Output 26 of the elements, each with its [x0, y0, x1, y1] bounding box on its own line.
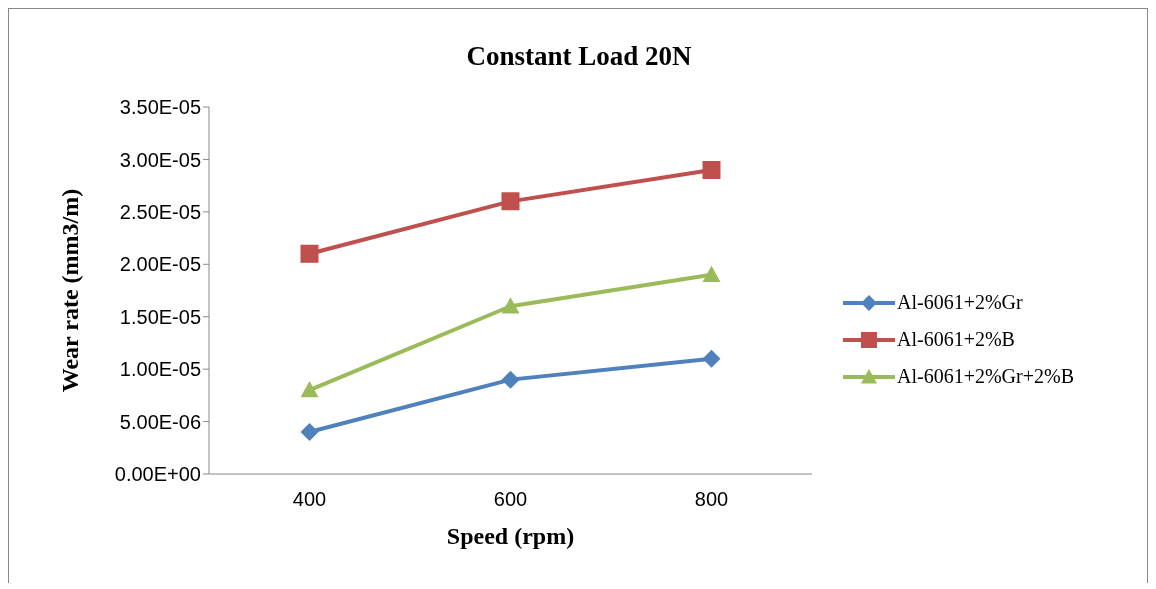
x-tick-label: 800 — [694, 488, 729, 511]
x-tick-label: 400 — [292, 488, 327, 511]
x-axis-title: Speed (rpm) — [446, 523, 575, 549]
y-tick-label: 1.50E-05 — [119, 305, 201, 328]
point — [300, 381, 319, 398]
point — [300, 423, 319, 442]
y-tick-label: 2.50E-05 — [119, 200, 201, 223]
point — [501, 192, 520, 211]
point — [702, 160, 721, 179]
point — [702, 265, 721, 282]
point — [300, 244, 319, 263]
y-tick-label: 0.00E+00 — [114, 463, 201, 486]
y-tick-label: 5.00E-06 — [119, 410, 201, 433]
point — [702, 349, 721, 368]
y-tick-label: 3.00E-05 — [119, 148, 201, 171]
y-tick-label: 2.00E-05 — [119, 253, 201, 276]
point — [501, 370, 520, 389]
chart-title: Constant Load 20N — [465, 41, 693, 72]
legend-label: Al-6061+2%Gr+2%B — [897, 365, 1074, 388]
point — [501, 297, 520, 314]
y-axis-title: Wear rate (mm3/m) — [56, 188, 83, 393]
legend-label: Al-6061+2%B — [897, 328, 1015, 351]
y-tick-label: 3.50E-05 — [119, 96, 201, 119]
legend-label: Al-6061+2%Gr — [897, 291, 1023, 314]
y-tick-label: 1.00E-05 — [119, 358, 201, 381]
x-tick-label: 600 — [493, 488, 528, 511]
